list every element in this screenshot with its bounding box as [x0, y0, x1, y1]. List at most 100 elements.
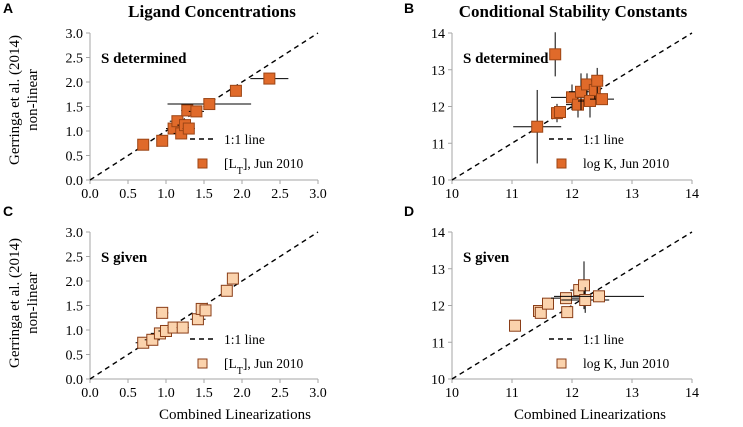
legend: 1:1 line log K, Jun 2010 [549, 132, 670, 171]
data-point-marker [554, 106, 566, 119]
legend-label-series: log K, Jun 2010 [583, 156, 670, 171]
panel-letter: D [404, 203, 414, 219]
one-to-one-line [451, 32, 693, 181]
data-point-marker [226, 272, 239, 285]
x-tick-label: 0.0 [81, 187, 99, 202]
x-tick-label: 11 [505, 187, 518, 202]
data-point-marker [203, 98, 216, 111]
panel-A: A 0.0 0.5 1.0 1.5 2.0 2.5 3.0 0.0 0.5 1.0 1.5 2.0 2.5… [3, 0, 327, 202]
legend-label-series: [LT], Jun 2010 [224, 356, 303, 377]
data-point [167, 98, 252, 111]
data-point-marker [578, 279, 590, 292]
data-point [554, 106, 566, 119]
data-point [551, 292, 581, 305]
data-point [591, 67, 604, 94]
data-point-marker [156, 306, 169, 319]
data-point [542, 297, 554, 310]
data-point-marker [591, 74, 604, 87]
x-tick-label: 13 [625, 386, 639, 401]
panel-letter: C [3, 203, 13, 219]
one-to-one-line [451, 231, 693, 380]
x-tick-label: 2.0 [233, 386, 251, 401]
y-tick-label: 0.5 [66, 349, 84, 364]
data-point-marker [182, 122, 195, 135]
y-tick-label: 13 [431, 64, 445, 79]
data-point [554, 290, 644, 303]
y-tick-label: 2.0 [66, 76, 84, 91]
y-axis-title-top-line2: non-linear [25, 69, 41, 131]
x-tick-label: 12 [565, 187, 579, 202]
panel-C: C 0.0 0.5 1.0 1.5 2.0 2.5 3.0 0.0 0.5 1.0 1.5 2.0 2.5… [3, 203, 327, 401]
legend-label-one-to-one: 1:1 line [583, 132, 624, 147]
y-tick-label: 2.5 [66, 52, 84, 67]
data-point [534, 306, 547, 319]
x-tick-label: 0.5 [119, 187, 137, 202]
y-tick-label: 2.5 [66, 251, 84, 266]
data-point [137, 138, 150, 151]
data-point [199, 304, 212, 317]
y-tick-label: 14 [431, 226, 445, 241]
data-point [509, 319, 521, 332]
legend-label-one-to-one: 1:1 line [224, 132, 265, 147]
x-tick-label: 1.5 [195, 386, 213, 401]
data-point-marker [156, 134, 169, 147]
panel-D: D 10 11 12 13 14 10 11 12 13 14 S given 1:1 line log … [404, 203, 699, 401]
y-tick-label: 12 [431, 101, 445, 116]
data-point-marker [579, 293, 592, 306]
y-tick-label: 0.5 [66, 150, 84, 165]
x-tick-label: 0.0 [81, 386, 99, 401]
data-point-marker [146, 333, 159, 346]
data-point-marker [176, 321, 189, 334]
panel-letter: B [404, 0, 414, 16]
data-point-marker [199, 304, 212, 317]
x-tick-label: 14 [685, 386, 699, 401]
x-axis-title-left: Combined Linearizations [159, 407, 311, 423]
data-point [188, 105, 204, 118]
x-axis-title-right: Combined Linearizations [514, 407, 666, 423]
data-point [549, 32, 562, 77]
y-axis-title-bottom-line1: Gerringa et al. (2014) [7, 238, 23, 368]
data-point-marker [229, 84, 242, 97]
x-tick-label: 3.0 [309, 187, 327, 202]
y-tick-label: 1.5 [66, 101, 84, 116]
x-tick-label: 14 [685, 187, 699, 202]
x-tick-label: 10 [445, 187, 459, 202]
annotation-s-given: S given [101, 250, 148, 266]
x-tick-label: 10 [445, 386, 459, 401]
column-title-ligand-concentrations: Ligand Concentrations [128, 2, 296, 21]
y-tick-label: 3.0 [66, 226, 84, 241]
data-point [561, 306, 574, 319]
data-point [229, 84, 242, 97]
data-point [156, 134, 169, 147]
panel-letter: A [3, 0, 13, 16]
data-point-marker [584, 94, 596, 107]
legend-label-series: log K, Jun 2010 [583, 356, 670, 371]
x-tick-label: 3.0 [309, 386, 327, 401]
data-point [144, 333, 160, 346]
data-point [513, 89, 562, 164]
annotation-s-given: S given [463, 250, 510, 266]
y-tick-label: 1.0 [66, 125, 84, 140]
legend: 1:1 line log K, Jun 2010 [549, 332, 670, 371]
y-tick-label: 11 [432, 336, 445, 351]
panel-B: B 10 11 12 13 14 10 11 12 13 14 S determined 1:1 lin… [404, 0, 699, 202]
data-point-marker [531, 120, 544, 133]
y-tick-label: 2.0 [66, 275, 84, 290]
data-point [250, 72, 289, 85]
legend: 1:1 line [LT], Jun 2010 [190, 332, 303, 377]
y-tick-label: 1.0 [66, 324, 84, 339]
y-tick-label: 3.0 [66, 27, 84, 42]
x-tick-label: 1.0 [157, 386, 175, 401]
legend-marker-sample [197, 158, 208, 169]
data-point [182, 122, 195, 135]
annotation-s-determined: S determined [463, 51, 549, 67]
x-tick-label: 2.5 [271, 187, 289, 202]
legend-marker-sample [197, 358, 208, 369]
data-point [590, 93, 614, 106]
panels: A 0.0 0.5 1.0 1.5 2.0 2.5 3.0 0.0 0.5 1.0 1.5 2.0 2.5… [3, 0, 699, 401]
x-tick-label: 12 [565, 386, 579, 401]
data-point-marker [572, 98, 584, 111]
data-point-marker [549, 48, 562, 61]
x-tick-label: 13 [625, 187, 639, 202]
